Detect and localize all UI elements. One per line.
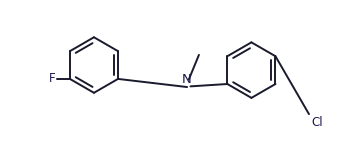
Text: F: F (49, 72, 55, 85)
Text: Cl: Cl (312, 116, 323, 129)
Text: N: N (182, 73, 192, 86)
